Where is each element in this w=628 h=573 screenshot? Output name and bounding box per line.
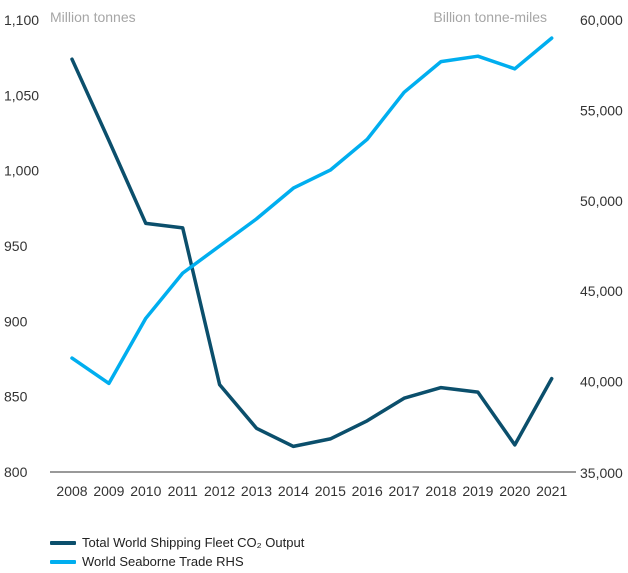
- right-tick-label: 50,000: [580, 193, 623, 209]
- legend-swatch-trade: [50, 559, 76, 564]
- x-tick-label: 2008: [56, 483, 87, 499]
- x-tick-label: 2009: [93, 483, 124, 499]
- legend-item-co2: Total World Shipping Fleet CO₂ Output: [50, 533, 304, 552]
- left-tick-label: 850: [4, 389, 28, 405]
- left-tick-label: 900: [4, 313, 28, 329]
- x-tick-label: 2020: [499, 483, 530, 499]
- legend-label-trade: World Seaborne Trade RHS: [82, 554, 244, 569]
- right-axis-ticks: 60,000 55,000 50,000 45,000 40,000 35,000: [580, 12, 623, 481]
- x-tick-label: 2018: [425, 483, 456, 499]
- right-tick-label: 35,000: [580, 465, 623, 481]
- left-axis-ticks: 1,100 1,050 1,000 950 900 850 800: [4, 12, 39, 480]
- x-tick-label: 2015: [315, 483, 346, 499]
- left-tick-label: 1,100: [4, 12, 39, 28]
- legend: Total World Shipping Fleet CO₂ Output Wo…: [50, 533, 304, 571]
- x-tick-label: 2012: [204, 483, 235, 499]
- chart: 1,100 1,050 1,000 950 900 850 800 60,000 55,000…: [4, 9, 623, 499]
- series-line-trade: [70, 36, 554, 386]
- left-tick-label: 800: [4, 464, 28, 480]
- series-lines: [70, 36, 554, 449]
- x-tick-label: 2016: [352, 483, 383, 499]
- legend-swatch-co2: [50, 540, 76, 545]
- right-tick-label: 60,000: [580, 12, 623, 28]
- left-tick-label: 1,050: [4, 87, 39, 103]
- x-tick-label: 2011: [168, 483, 198, 499]
- right-tick-label: 55,000: [580, 102, 623, 118]
- series-line-co2: [70, 57, 554, 449]
- x-tick-label: 2019: [462, 483, 493, 499]
- right-tick-label: 40,000: [580, 374, 623, 390]
- x-axis-ticks: 2008 2009 2010 2011 2012 2013 2014 2015 2016 2017…: [56, 483, 567, 499]
- legend-item-trade: World Seaborne Trade RHS: [50, 552, 304, 571]
- x-tick-label: 2014: [278, 483, 309, 499]
- right-tick-label: 45,000: [580, 283, 623, 299]
- legend-label-co2: Total World Shipping Fleet CO₂ Output: [82, 535, 305, 550]
- left-tick-label: 1,000: [4, 163, 39, 179]
- x-tick-label: 2017: [389, 483, 420, 499]
- right-axis-unit: Billion tonne-miles: [433, 9, 547, 25]
- left-axis-unit: Million tonnes: [50, 9, 136, 25]
- left-tick-label: 950: [4, 238, 28, 254]
- x-tick-label: 2013: [241, 483, 272, 499]
- x-tick-label: 2010: [130, 483, 161, 499]
- x-tick-label: 2021: [536, 483, 567, 499]
